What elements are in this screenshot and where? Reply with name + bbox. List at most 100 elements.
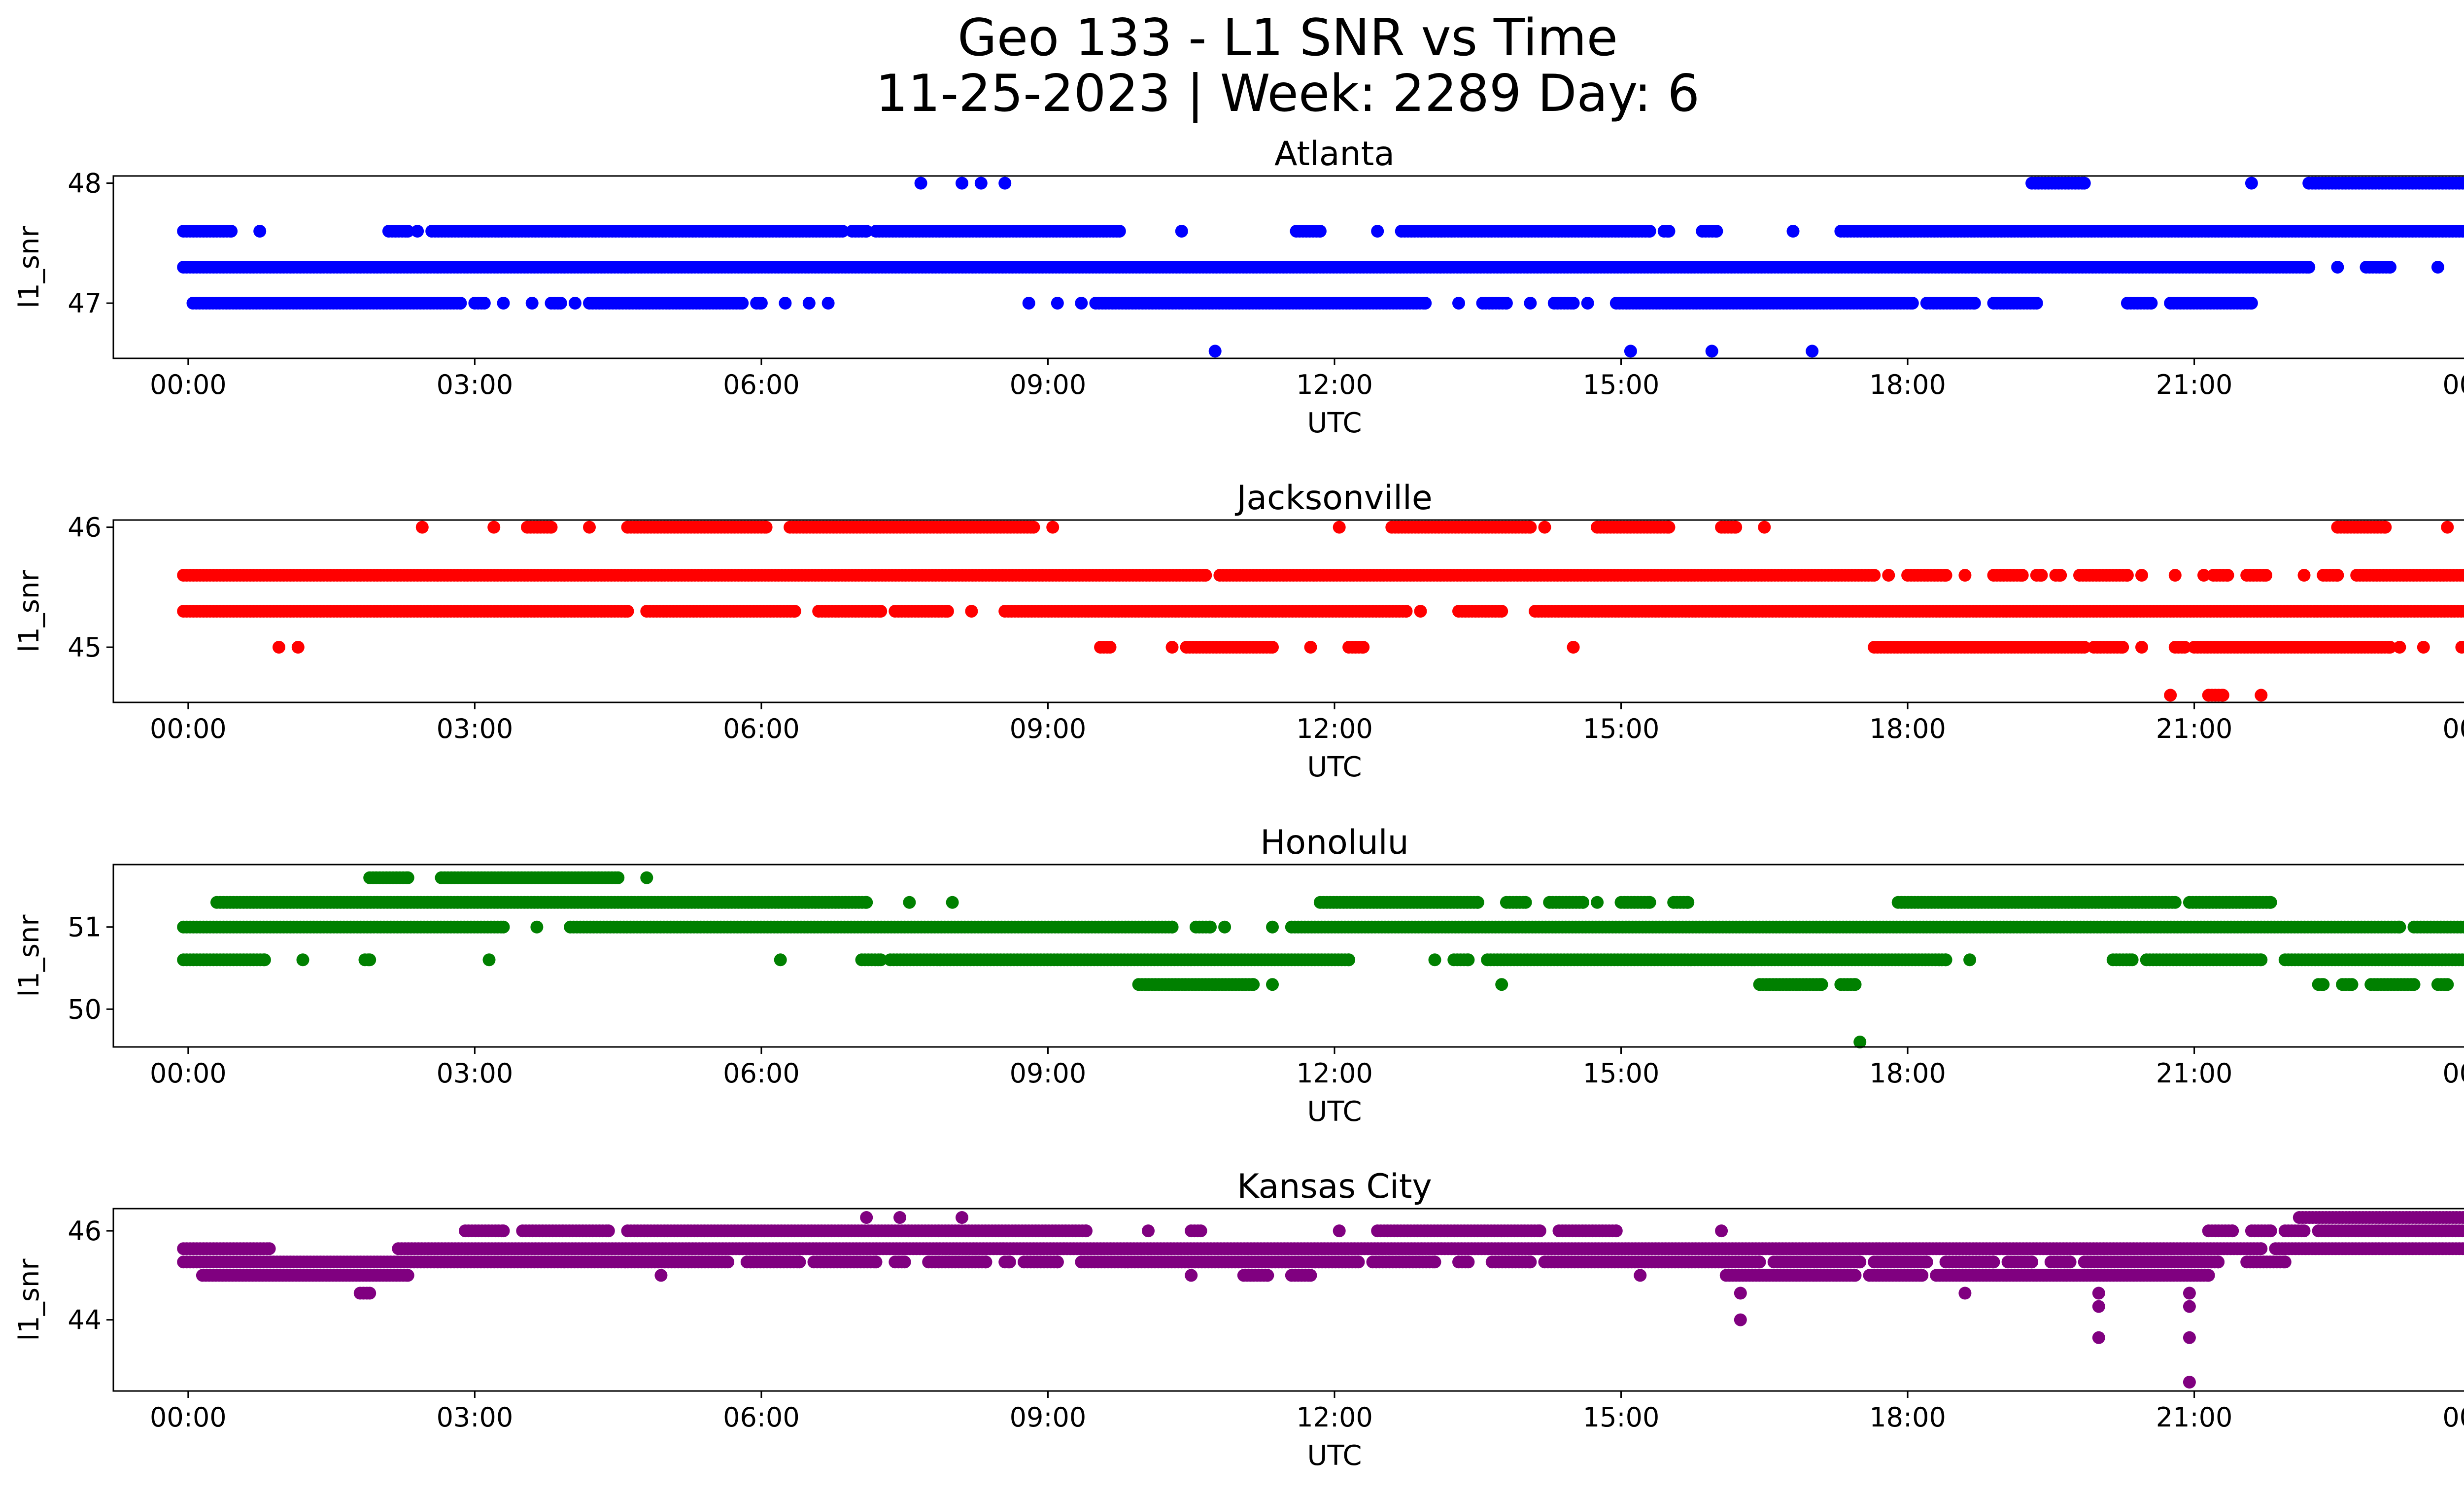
data-point: [860, 896, 873, 909]
data-point: [1051, 297, 1064, 310]
data-point: [1939, 569, 1952, 582]
data-point: [2221, 569, 2234, 582]
subplot-title: Atlanta: [1274, 135, 1395, 174]
data-point: [1538, 521, 1551, 534]
data-point: [1113, 225, 1126, 238]
data-point: [253, 225, 267, 238]
data-point: [2463, 179, 2464, 187]
data-point: [774, 953, 787, 967]
data-point: [2245, 297, 2258, 310]
data-point: [2317, 978, 2330, 991]
subplot-title: Honolulu: [1260, 823, 1408, 862]
data-point: [1165, 641, 1179, 654]
data-point: [1165, 920, 1179, 934]
data-point: [2297, 569, 2311, 582]
subplot-title: Jacksonville: [1234, 479, 1432, 518]
data-point: [1643, 896, 1656, 909]
data-point: [2168, 896, 2182, 909]
data-point: [2054, 569, 2067, 582]
data-point: [2384, 261, 2396, 274]
data-point: [956, 176, 968, 190]
data-point: [1419, 297, 1432, 310]
data-point: [545, 521, 558, 534]
data-point: [1027, 521, 1040, 534]
data-point: [1567, 641, 1580, 654]
data-point: [225, 225, 238, 238]
x-tick-label: 18:00: [1869, 713, 1946, 744]
data-point: [2331, 261, 2344, 274]
data-point: [998, 176, 1012, 190]
data-point: [965, 605, 978, 618]
data-point: [2407, 978, 2421, 991]
x-axis-label: UTC: [1307, 751, 1362, 783]
data-point: [1022, 297, 1035, 310]
x-tick-label: 21:00: [2156, 713, 2233, 744]
data-point: [1304, 641, 1317, 654]
data-point: [1758, 521, 1771, 534]
data-point: [1462, 953, 1475, 967]
data-point: [903, 896, 916, 909]
y-tick-label: 45: [68, 632, 102, 663]
data-point: [1681, 896, 1695, 909]
data-point: [1247, 978, 1260, 991]
data-point: [401, 225, 414, 238]
data-point: [1266, 641, 1279, 654]
data-point: [1266, 920, 1279, 934]
data-point: [2441, 978, 2454, 991]
data-point: [1963, 953, 1977, 967]
data-point: [1342, 953, 1356, 967]
data-point: [1414, 605, 1427, 618]
data-point: [860, 225, 873, 238]
data-point: [802, 297, 816, 310]
data-point: [2259, 569, 2272, 582]
data-point: [821, 297, 835, 310]
data-point: [2393, 641, 2406, 654]
data-point: [2164, 689, 2177, 702]
data-point: [1806, 345, 1819, 358]
y-tick-label: 47: [68, 288, 102, 319]
data-point: [2016, 569, 2029, 582]
data-point: [1075, 297, 1088, 310]
data-point: [497, 297, 510, 310]
x-tick-label: 09:00: [1010, 713, 1087, 744]
data-point: [788, 605, 801, 618]
data-point: [487, 521, 501, 534]
data-point: [1452, 297, 1465, 310]
data-point: [2145, 297, 2158, 310]
data-point: [415, 521, 429, 534]
data-point: [621, 605, 634, 618]
data-point: [401, 871, 414, 884]
data-point: [1218, 920, 1232, 934]
data-point: [2460, 177, 2464, 189]
data-points: [177, 871, 2464, 1048]
x-tick-label: 03:00: [437, 713, 513, 744]
data-point: [296, 953, 309, 967]
data-point: [1882, 569, 1895, 582]
data-point: [2125, 953, 2139, 967]
data-point: [941, 605, 954, 618]
data-point: [2264, 896, 2277, 909]
data-point: [836, 225, 849, 238]
data-point: [583, 521, 596, 534]
data-point: [1524, 297, 1537, 310]
data-point: [2331, 569, 2344, 582]
data-point: [291, 641, 305, 654]
data-point: [1500, 297, 1513, 310]
data-point: [1524, 521, 1537, 534]
data-point: [2255, 953, 2268, 967]
data-point: [1939, 953, 1952, 967]
data-point: [2255, 689, 2268, 702]
x-tick-label: 12:00: [1296, 713, 1373, 744]
data-point: [1495, 978, 1508, 991]
data-point: [2135, 641, 2148, 654]
data-points: [177, 521, 2464, 702]
data-point: [554, 297, 567, 310]
data-point: [1046, 521, 1060, 534]
x-axis-label: UTC: [1307, 407, 1362, 439]
data-point: [478, 297, 491, 310]
data-point: [2431, 261, 2444, 274]
figure-title-line2: 11-25-2023 | Week: 2289 Day: 6: [876, 64, 1700, 123]
